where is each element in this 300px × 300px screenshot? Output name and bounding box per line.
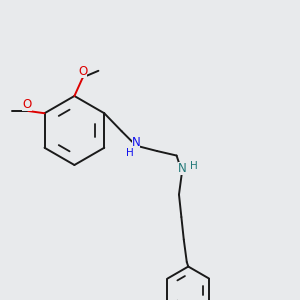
Text: N: N — [178, 162, 186, 175]
Text: H: H — [126, 148, 134, 158]
Text: O: O — [78, 65, 87, 78]
Text: H: H — [190, 161, 197, 171]
Text: O: O — [22, 98, 32, 111]
Text: N: N — [132, 136, 140, 148]
